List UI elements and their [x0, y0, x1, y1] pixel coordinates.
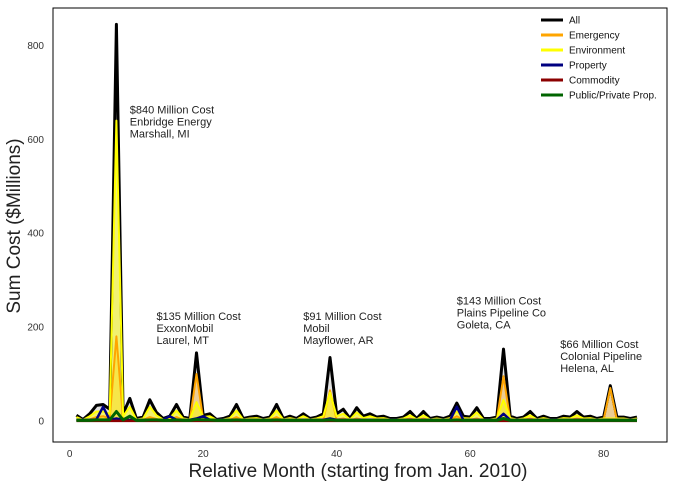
legend-label-commodity: Commodity — [569, 76, 620, 87]
series-fill-environment — [76, 120, 637, 421]
legend: All Emergency Environment Property Commodity… — [541, 16, 657, 102]
annotation: $66 Million Cost Colonial Pipeline Helena,… — [560, 339, 642, 375]
annotation-line: $91 Million Cost — [303, 311, 381, 323]
x-tick-label: 60 — [465, 449, 477, 460]
legend-label-property: Property — [569, 61, 607, 72]
annotation-line: $143 Million Cost — [457, 296, 541, 308]
series-line-public-private-prop — [76, 410, 637, 422]
y-axis-label: Sum Cost ($Millions) — [4, 138, 25, 313]
legend-label-public-private-prop: Public/Private Prop. — [569, 91, 657, 102]
y-axis-ticks: 0 200 400 600 800 — [27, 41, 44, 427]
series-lines — [75, 22, 638, 423]
x-axis-ticks: 0 20 40 60 80 — [67, 449, 610, 460]
annotation-line: Colonial Pipeline — [560, 351, 642, 363]
series-line-all — [75, 22, 638, 421]
series-fills — [76, 24, 637, 421]
annotation-line: Enbridge Energy — [130, 117, 212, 129]
x-axis-label: Relative Month (starting from Jan. 2010) — [189, 461, 528, 482]
annotation: $840 Million Cost Enbridge Energy Marshall… — [130, 105, 214, 141]
annotation-line: Goleta, CA — [457, 320, 511, 332]
series-line-environment — [76, 119, 638, 421]
y-tick-label: 400 — [27, 229, 44, 240]
x-tick-label: 80 — [598, 449, 610, 460]
legend-label-environment: Environment — [569, 46, 625, 57]
annotation-line: $66 Million Cost — [560, 339, 638, 351]
annotation: $135 Million Cost ExxonMobil Laurel, MT — [156, 311, 240, 347]
x-tick-label: 40 — [331, 449, 343, 460]
y-tick-label: 200 — [27, 323, 44, 334]
legend-label-emergency: Emergency — [569, 31, 620, 42]
x-tick-label: 20 — [198, 449, 210, 460]
annotation: $143 Million Cost Plains Pipeline Co Golet… — [457, 296, 546, 332]
y-tick-label: 800 — [27, 41, 44, 52]
annotation-line: ExxonMobil — [156, 323, 213, 335]
y-tick-label: 0 — [38, 416, 44, 427]
annotation-line: Marshall, MI — [130, 129, 190, 141]
legend-label-all: All — [569, 16, 580, 27]
annotation-line: $135 Million Cost — [156, 311, 240, 323]
y-tick-label: 600 — [27, 135, 44, 146]
annotation-line: Mobil — [303, 323, 329, 335]
annotation-line: Mayflower, AR — [303, 335, 373, 347]
x-tick-label: 0 — [67, 449, 73, 460]
annotation-line: $840 Million Cost — [130, 105, 214, 117]
plot-frame — [52, 7, 668, 443]
annotation-line: Laurel, MT — [156, 335, 209, 347]
annotation-line: Plains Pipeline Co — [457, 308, 546, 320]
annotation-line: Helena, AL — [560, 363, 614, 375]
series-fill-all — [76, 24, 637, 421]
annotations: $840 Million Cost Enbridge Energy Marshall… — [130, 105, 642, 376]
annotation: $91 Million Cost Mobil Mayflower, AR — [303, 311, 381, 347]
